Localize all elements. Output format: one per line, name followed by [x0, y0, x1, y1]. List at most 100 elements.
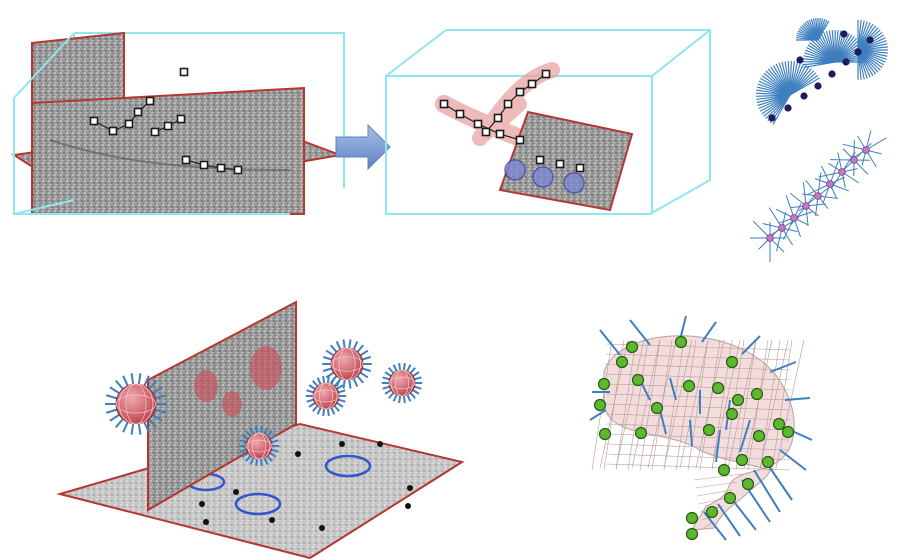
mesh-node — [625, 340, 639, 354]
panel-tomogram-slices — [11, 31, 345, 216]
mesh-edge — [695, 339, 725, 469]
mesh-edge — [605, 353, 791, 361]
filament-point — [181, 155, 191, 165]
particle-circles-b — [504, 159, 585, 194]
particle-dot — [784, 104, 792, 112]
orientation-ray — [752, 220, 771, 239]
normal-vector — [741, 335, 761, 355]
mesh-edge — [771, 339, 793, 471]
particle-dot — [842, 58, 850, 66]
mesh-node — [735, 453, 749, 467]
capsid — [245, 432, 273, 460]
mesh-edge — [759, 339, 789, 469]
particle-dot — [866, 36, 874, 44]
particle-dots-top — [768, 30, 874, 122]
filament-point — [124, 119, 134, 129]
filament-points-a — [89, 67, 243, 175]
mesh-edge — [695, 481, 738, 489]
mesh-edge — [698, 497, 728, 505]
filament-point — [481, 127, 491, 137]
particle-dot — [854, 48, 862, 56]
normal-vector — [703, 511, 727, 541]
mesh-edge — [687, 339, 709, 471]
panel-particle-orientations — [750, 18, 888, 262]
mesh-node — [650, 401, 664, 415]
particle-dot — [838, 168, 846, 176]
capsid-mesh — [390, 369, 414, 397]
normal-vector — [739, 419, 751, 453]
virus-particle — [238, 425, 280, 467]
bounding-box-front — [13, 32, 290, 215]
filament-point — [535, 155, 545, 165]
filament-point — [495, 129, 505, 139]
filament-point — [493, 113, 503, 123]
mesh-edge — [679, 339, 709, 469]
capsid-mesh — [118, 383, 154, 425]
mesh-edge — [605, 423, 791, 431]
mesh-node — [615, 355, 629, 369]
normal-vector — [689, 419, 693, 447]
particle-dot — [766, 234, 774, 242]
particle-dot — [862, 146, 870, 154]
mesh-edge — [605, 443, 791, 451]
mesh-edge — [663, 339, 685, 471]
mesh-edge — [693, 473, 743, 481]
mesh-nodes — [593, 335, 795, 541]
capsid-mesh — [115, 394, 157, 414]
filament-point — [163, 121, 173, 131]
membrane-trace — [49, 139, 291, 171]
orientation-ray — [768, 207, 783, 229]
mesh-edge — [775, 339, 805, 469]
normal-vector — [701, 321, 717, 343]
normal-vector — [589, 409, 607, 421]
particle-dot — [828, 70, 836, 78]
mesh-edge — [631, 339, 661, 469]
normal-vector — [669, 377, 677, 401]
particle-dot — [850, 156, 858, 164]
mesh-node — [631, 373, 645, 387]
mesh-node — [702, 423, 716, 437]
capsid — [330, 347, 364, 381]
filament-point — [541, 69, 551, 79]
normal-vector — [659, 409, 667, 435]
orientation-fans-top — [756, 18, 888, 125]
panel-virus-particles — [56, 300, 465, 560]
virus-particle — [322, 339, 372, 389]
orientation-ray — [829, 161, 839, 185]
mesh-node — [711, 381, 725, 395]
orientation-ray — [789, 77, 820, 96]
mesh-edge — [697, 489, 733, 497]
orientation-ray — [865, 137, 887, 151]
capsid-mesh — [247, 432, 271, 460]
orientation-ray — [808, 183, 831, 195]
mesh-node — [772, 417, 786, 431]
normal-vector — [629, 319, 651, 346]
mesh-node — [634, 426, 648, 440]
filament-point — [515, 135, 525, 145]
normal-vector — [765, 461, 793, 501]
particle-dot — [840, 30, 848, 38]
front-slice — [31, 86, 305, 215]
orientation-ray — [783, 217, 795, 240]
capsid — [312, 382, 340, 410]
orientation-ray — [776, 227, 783, 252]
filament-point — [145, 96, 155, 106]
mesh-edge — [605, 413, 791, 421]
virus-particle — [381, 362, 423, 404]
filament-point — [150, 127, 160, 137]
filament-point — [199, 160, 209, 170]
filament-point — [473, 119, 483, 129]
mesh-node — [741, 477, 755, 491]
capsid — [115, 383, 157, 425]
normal-vector — [717, 503, 741, 537]
filament-point — [575, 163, 585, 173]
particle-dot — [796, 56, 804, 64]
mesh-node — [705, 505, 719, 519]
slice-cross-sections — [194, 346, 282, 417]
capsid — [388, 369, 416, 397]
normal-vector — [715, 429, 721, 463]
filament-point — [439, 99, 449, 109]
filament-point — [89, 116, 99, 126]
filament-point — [455, 109, 465, 119]
